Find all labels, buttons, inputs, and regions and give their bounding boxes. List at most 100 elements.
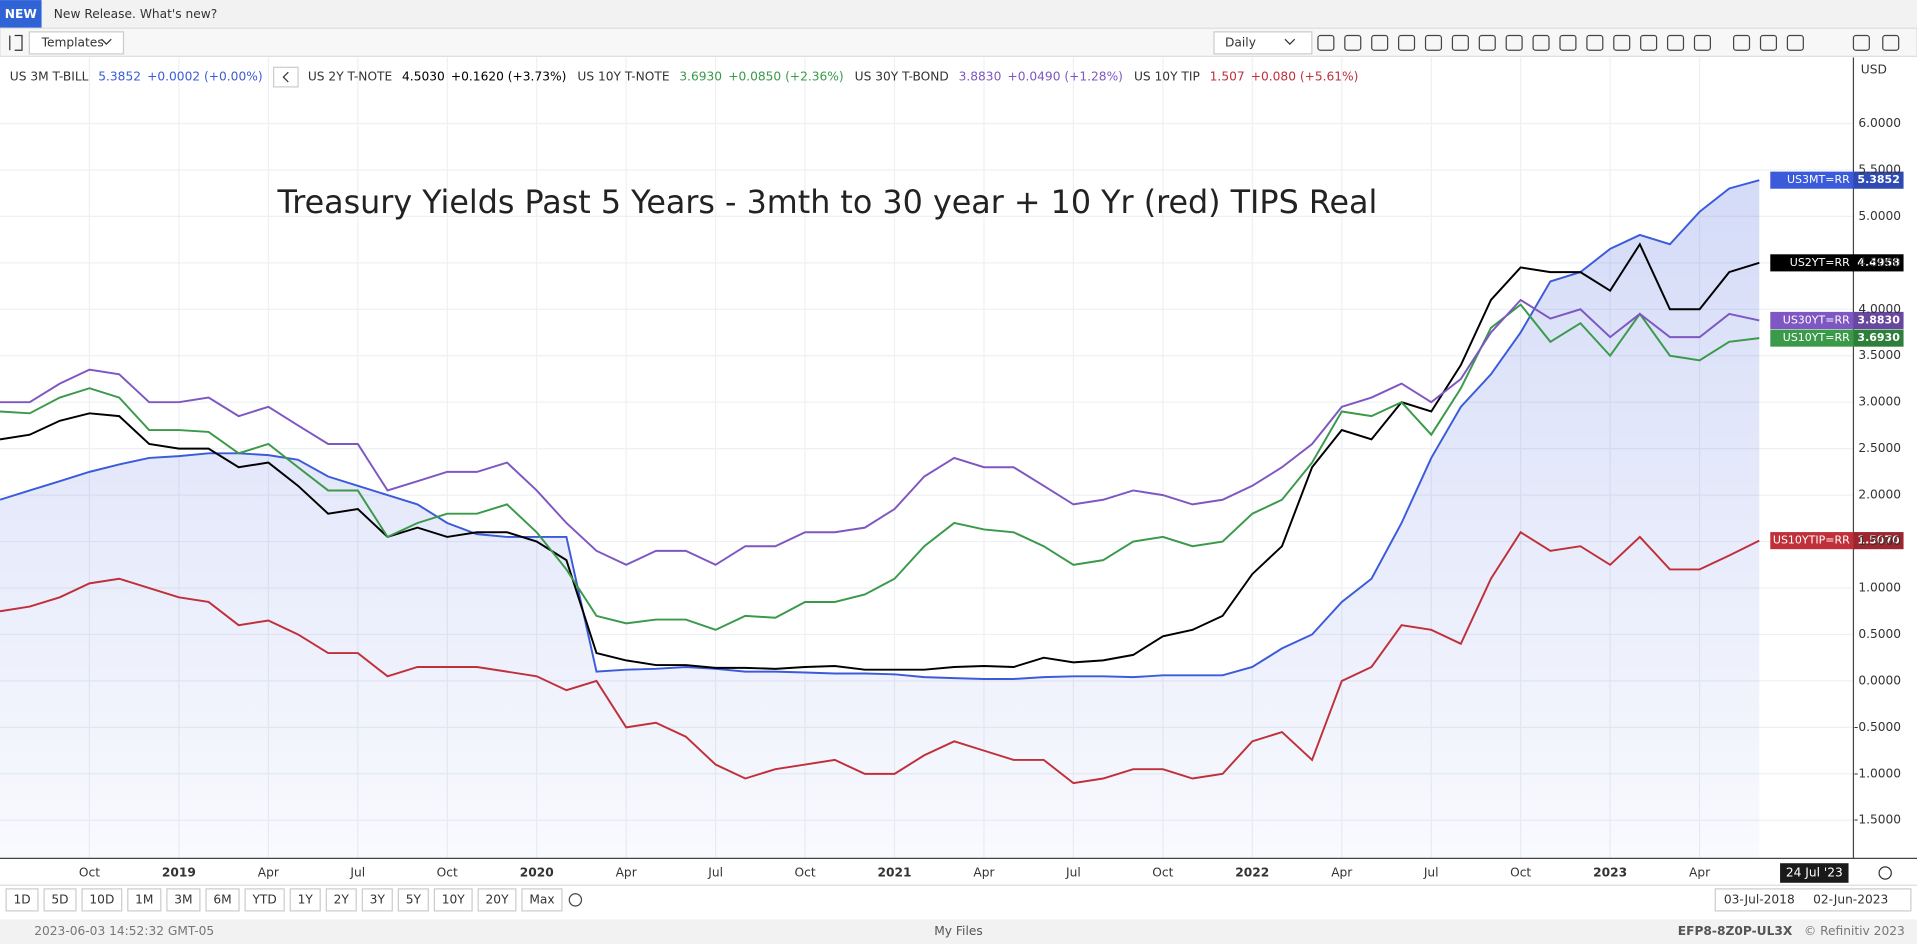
badge-text: NEW	[5, 7, 38, 21]
tool-icon[interactable]	[1371, 34, 1389, 51]
settings-icon[interactable]	[1878, 866, 1892, 880]
my-files[interactable]: My Files	[934, 924, 982, 938]
x-tick-label: Apr	[258, 866, 280, 880]
tool-icon[interactable]	[1759, 34, 1778, 51]
period-label: 1D	[13, 892, 30, 906]
tag-box	[1770, 171, 1904, 189]
period-button[interactable]	[5, 888, 39, 912]
tool-icon[interactable]	[1852, 34, 1870, 51]
tool-icon[interactable]	[1559, 34, 1577, 51]
y-tick-label: 1.5000	[1858, 534, 1901, 548]
quote-change: +0.0002 (+0.00%)	[147, 70, 262, 84]
tool-icon[interactable]	[1786, 34, 1804, 51]
period-label: 6M	[213, 892, 231, 906]
new-badge[interactable]	[0, 0, 42, 29]
y-tick-label: 3.0000	[1858, 395, 1901, 409]
period-label: 1M	[135, 892, 153, 906]
x-tick-label: Oct	[1152, 866, 1173, 880]
series-line	[0, 530, 1760, 785]
period-button[interactable]	[433, 888, 473, 912]
tag-box	[1770, 254, 1904, 272]
quote-name[interactable]: US 2Y T-NOTE	[308, 70, 392, 84]
tool-icon[interactable]	[1344, 34, 1362, 51]
tool-icon[interactable]	[1398, 34, 1416, 51]
period-button[interactable]	[244, 888, 285, 912]
y-tick-label: 5.5000	[1858, 162, 1901, 176]
tool-icon[interactable]	[1613, 34, 1631, 51]
quote-name[interactable]: US 10Y T-NOTE	[577, 70, 669, 84]
period-button[interactable]	[521, 888, 563, 912]
quote-name[interactable]: US 10Y TIP	[1134, 70, 1200, 84]
tool-icon[interactable]	[1424, 34, 1443, 51]
quote-name[interactable]: US 3M T-BILL	[10, 70, 89, 84]
collapse-button[interactable]	[273, 66, 299, 88]
y-tick-label: 0.0000	[1858, 673, 1901, 687]
templates-label: Templates	[41, 35, 104, 49]
x-tick-label: Jul	[707, 866, 723, 880]
period-button[interactable]	[43, 888, 77, 912]
tool-icon[interactable]	[1693, 34, 1711, 51]
date-range[interactable]	[1714, 888, 1912, 912]
tag-name: US10YT=RR	[1783, 331, 1850, 344]
currency[interactable]: USD	[1861, 62, 1887, 76]
tool-icon[interactable]	[1317, 34, 1335, 51]
chart-title: Treasury Yields Past 5 Years - 3mth to 3…	[277, 185, 1378, 221]
y-tick-label: 2.0000	[1858, 488, 1901, 502]
chevron	[282, 71, 289, 83]
period-label: 5D	[51, 892, 68, 906]
quote-name[interactable]: US 30Y T-BOND	[855, 70, 949, 84]
tool-icon[interactable]	[1478, 34, 1496, 51]
series-line	[0, 179, 1760, 680]
tag-value: 3.6930	[1857, 331, 1900, 344]
tool-icon[interactable]	[1882, 34, 1900, 51]
period-button[interactable]	[205, 888, 240, 912]
period-settings[interactable]	[568, 893, 583, 907]
series-line	[0, 242, 1760, 671]
period-button[interactable]	[361, 888, 393, 912]
period-button[interactable]	[81, 888, 123, 912]
period-button[interactable]	[166, 888, 201, 912]
quote-change: +0.080 (+5.61%)	[1251, 70, 1359, 84]
period-button[interactable]	[127, 888, 162, 912]
x-tick-label: Apr	[973, 866, 995, 880]
banner-text[interactable]: New Release. What's new?	[54, 7, 218, 21]
tool-icon[interactable]	[1505, 34, 1523, 51]
x-tick-label: Apr	[616, 866, 638, 880]
period-button[interactable]	[289, 888, 321, 912]
period-label: 10D	[89, 892, 114, 906]
tool-icon[interactable]	[1586, 34, 1604, 51]
x-tick-label: 2020	[520, 866, 554, 880]
tag-value: 3.8830	[1857, 313, 1900, 326]
period-label: 5Y	[406, 892, 422, 906]
tool-icon[interactable]	[1640, 34, 1658, 51]
tool-icon[interactable]	[1451, 34, 1469, 51]
y-tick-label: 3.5000	[1858, 348, 1901, 362]
period-label: 20Y	[486, 892, 510, 906]
tag-value: 4.4958	[1857, 256, 1899, 269]
y-tick-label: 4.5000	[1858, 255, 1901, 269]
tool-icon[interactable]	[1733, 34, 1751, 51]
footer	[0, 919, 1917, 944]
period-label: 3M	[174, 892, 192, 906]
period-button[interactable]	[477, 888, 517, 912]
quote-value: 3.8830	[959, 70, 1002, 84]
x-tick-label: Oct	[79, 866, 100, 880]
interval-select[interactable]	[1213, 31, 1313, 55]
x-tick-label: 2023	[1593, 866, 1627, 880]
tool-icon[interactable]	[1666, 34, 1685, 51]
tool-icon[interactable]	[1532, 34, 1550, 51]
period-label: Max	[529, 892, 554, 906]
period-label: 3Y	[370, 892, 386, 906]
series-line	[0, 298, 1760, 566]
x-tick-label: Jul	[349, 866, 365, 880]
period-button[interactable]	[397, 888, 429, 912]
interval-label: Daily	[1225, 35, 1256, 49]
panel-icon[interactable]	[9, 34, 23, 51]
templates-button[interactable]	[28, 31, 125, 55]
period-button[interactable]	[325, 888, 357, 912]
x-tick-label: Oct	[794, 866, 815, 880]
chevron	[101, 38, 112, 45]
tag-value-box	[1853, 254, 1904, 272]
y-tick-label: 4.0000	[1858, 302, 1901, 316]
